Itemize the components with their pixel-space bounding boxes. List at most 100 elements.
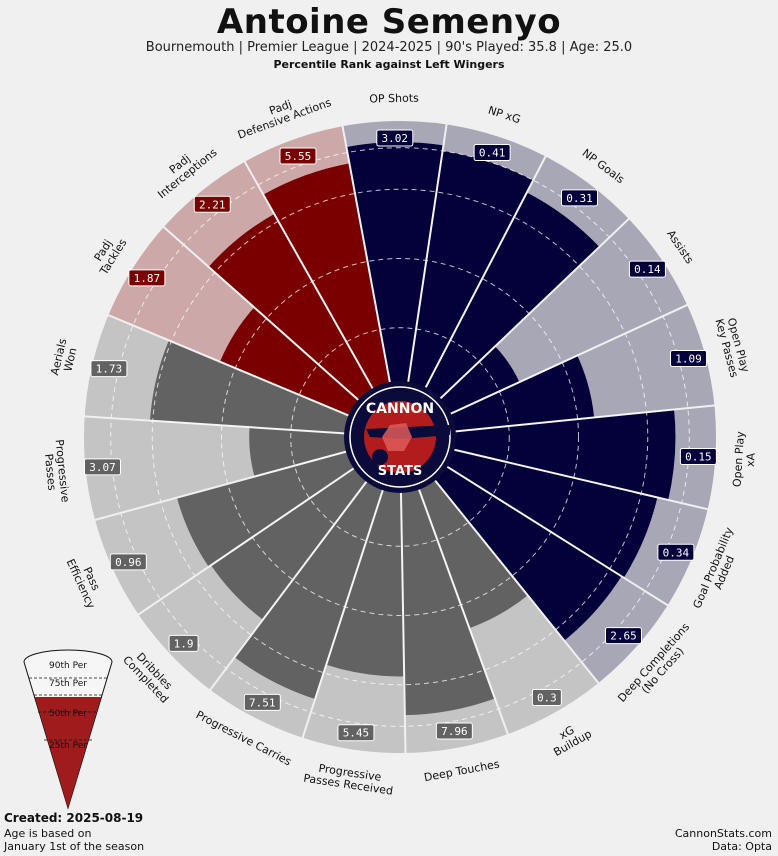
- percentile-legend: 90th Per 75th Per 50th Per 25th Per: [23, 649, 113, 810]
- bar-goal-probability-added: [433, 446, 658, 578]
- axis-label-op-shots: OP Shots: [369, 92, 419, 106]
- value-labels: 3.02 0.41 0.31 0.14 1.09 0.15 0.34 2.65 0.3 7.96 5…: [83, 129, 717, 742]
- wedge-dividers: [82, 122, 717, 755]
- value-label-open-play-key-passes: 1.09: [670, 350, 708, 368]
- value-label-padj-tackles: 1.87: [128, 269, 166, 287]
- bar-edge-12: [262, 468, 377, 620]
- legend-25th: 25th Per: [49, 741, 87, 751]
- value-label-assists: 0.14: [628, 260, 666, 278]
- value-box-op-shots: [376, 129, 414, 147]
- bar-assists: [428, 346, 520, 421]
- bar-edge-5: [439, 409, 675, 434]
- value-text-padj-defensive-actions: 5.55: [285, 150, 312, 163]
- axis-label-open-play-xa: Open PlayxA: [730, 430, 759, 488]
- value-box-deep-completions-no-cross: [604, 627, 642, 645]
- value-label-padj-interceptions: 2.21: [193, 195, 231, 213]
- value-box-progressive-passes-received: [337, 724, 375, 742]
- value-text-open-play-xa: 0.15: [685, 450, 712, 463]
- value-text-open-play-key-passes: 1.09: [675, 353, 702, 366]
- bar-deep-touches: [400, 474, 495, 716]
- value-text-np-xg: 0.41: [479, 147, 506, 160]
- outer-ring: [82, 119, 718, 755]
- value-box-aerials-won: [90, 360, 128, 378]
- legend-90th: 90th Per: [49, 661, 87, 671]
- chart-caption: Percentile Rank against Left Wingers: [273, 58, 505, 71]
- value-box-assists: [628, 260, 666, 278]
- value-label-progressive-passes: 3.07: [83, 458, 121, 476]
- bar-edge-10: [400, 476, 405, 677]
- player-name-title: Antoine Semenyo: [216, 2, 562, 42]
- bar-edge-17: [208, 266, 371, 411]
- bar-edge-16: [219, 361, 364, 422]
- value-text-padj-interceptions: 2.21: [199, 198, 226, 211]
- bar-np-xg: [405, 150, 534, 402]
- bar-edge-15: [149, 420, 361, 435]
- value-box-padj-tackles: [128, 269, 166, 287]
- value-box-open-play-key-passes: [670, 350, 708, 368]
- axis-label-assists: Assists: [664, 228, 696, 267]
- value-box-xg-buildup: [531, 688, 562, 706]
- ring-75: [151, 188, 649, 686]
- bar-edge-0: [346, 146, 394, 398]
- bar-open-play-key-passes: [436, 355, 595, 434]
- bar-edge-7: [433, 457, 622, 577]
- legend-75th: 75th Per: [49, 679, 87, 689]
- bar-progressive-passes-received: [326, 475, 405, 677]
- value-text-deep-completions-no-cross: 2.65: [610, 630, 637, 643]
- percentile-bars: [150, 142, 676, 716]
- value-box-progressive-passes: [83, 458, 121, 476]
- value-label-deep-completions-no-cross: 2.65: [604, 627, 642, 645]
- value-text-pass-efficiency: 0.96: [115, 556, 142, 569]
- bar-edge-6: [438, 445, 658, 498]
- axis-label-np-xg: NP xG: [486, 104, 522, 127]
- bar-edge-2: [418, 192, 528, 402]
- value-box-pass-efficiency: [109, 553, 147, 571]
- bar-edge-18: [262, 194, 381, 403]
- value-label-aerials-won: 1.73: [90, 360, 128, 378]
- value-label-op-shots: 3.02: [376, 129, 414, 147]
- site-name: CannonStats.com: [674, 827, 772, 840]
- value-text-dribbles-completed: 1.9: [174, 637, 194, 650]
- axis-label-progressive-passes: ProgressivePasses: [41, 439, 72, 505]
- value-box-progressive-carries: [243, 693, 281, 711]
- legend-50th: 50th Per: [49, 709, 87, 719]
- bar-progressive-passes: [249, 427, 362, 477]
- value-box-open-play-xa: [679, 447, 717, 465]
- value-box-deep-touches: [435, 722, 473, 740]
- bar-edge-8: [424, 467, 529, 596]
- bar-pass-efficiency: [176, 447, 367, 567]
- bar-op-shots: [346, 142, 444, 398]
- ring-25: [290, 327, 510, 547]
- value-box-np-xg: [473, 144, 511, 162]
- bar-edge-13: [208, 459, 368, 568]
- bar-progressive-carries: [234, 468, 388, 700]
- reference-rings: [82, 119, 718, 755]
- bar-aerials-won: [150, 340, 364, 435]
- data-source: Data: Opta: [711, 840, 772, 853]
- value-label-np-xg: 0.41: [473, 144, 511, 162]
- logo-bottom-text: STATS: [378, 464, 423, 479]
- axis-label-open-play-key-passes: Open PlayKey Passes: [712, 314, 752, 379]
- value-label-pass-efficiency: 0.96: [109, 553, 147, 571]
- value-text-padj-tackles: 1.87: [134, 272, 161, 285]
- value-text-goal-probability-added: 0.34: [663, 546, 690, 559]
- value-label-open-play-xa: 0.15: [679, 447, 717, 465]
- bar-edge-11: [314, 474, 389, 700]
- value-label-padj-defensive-actions: 5.55: [279, 147, 317, 165]
- value-text-progressive-passes: 3.07: [89, 461, 116, 474]
- bar-padj-tackles: [219, 307, 371, 422]
- value-label-progressive-carries: 7.51: [243, 693, 281, 711]
- bar-padj-interceptions: [208, 213, 381, 411]
- value-text-progressive-carries: 7.51: [249, 696, 276, 709]
- axis-label-progressive-passes-received: ProgressivePasses Received: [303, 760, 396, 798]
- created-date: Created: 2025-08-19: [4, 811, 144, 825]
- axis-label-padj-tackles: PadjTackles: [87, 230, 130, 278]
- value-box-padj-defensive-actions: [279, 147, 317, 165]
- ring-50: [221, 258, 579, 616]
- logo-top-text: CANNON: [366, 401, 434, 417]
- bar-edge-14: [254, 447, 362, 477]
- value-text-op-shots: 3.02: [382, 132, 409, 145]
- site-credit: CannonStats.com Data: Opta: [675, 827, 772, 853]
- bar-dribbles-completed: [211, 459, 376, 620]
